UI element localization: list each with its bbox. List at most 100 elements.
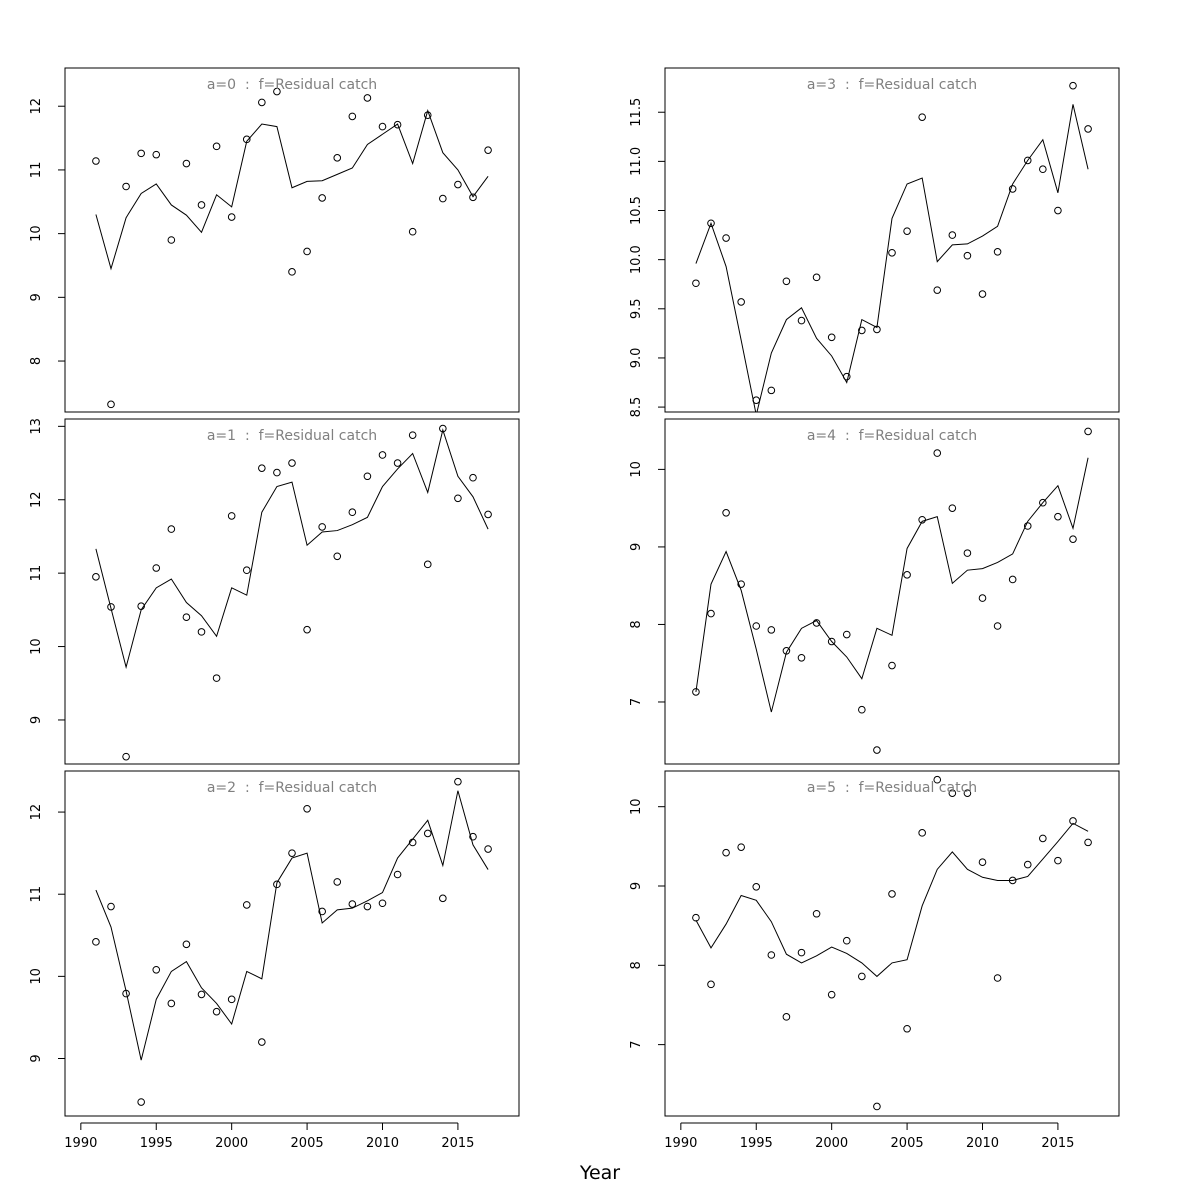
observed-point (873, 746, 881, 754)
observed-point (692, 279, 700, 288)
observed-point (963, 251, 972, 260)
observed-point (782, 1013, 791, 1021)
y-tick-label: 12 (29, 491, 44, 508)
observed-point (888, 890, 896, 898)
observed-point (333, 878, 342, 886)
panel-frame (664, 418, 1120, 765)
observed-point (137, 1098, 145, 1106)
observed-point (1069, 817, 1077, 825)
panel-marks (92, 777, 492, 1106)
observed-point (423, 829, 432, 838)
observed-point (993, 974, 1002, 982)
y-tick-label: 10 (629, 798, 644, 815)
observed-point (182, 613, 191, 621)
observed-point (812, 619, 821, 627)
observed-point (122, 752, 130, 761)
observed-point (933, 286, 942, 294)
observed-point (273, 468, 281, 477)
observed-point (858, 705, 866, 714)
observed-point (242, 901, 251, 909)
observed-point (737, 843, 745, 851)
observed-point (752, 396, 761, 405)
y-tick-label: 8 (629, 961, 644, 969)
observed-point (408, 227, 417, 236)
y-tick-label: 8 (29, 357, 44, 365)
observed-point (273, 880, 281, 889)
observed-point (333, 552, 342, 561)
x-axis-label: Year (579, 1162, 620, 1184)
panel-title: a=3 : f=Residual catch (807, 77, 977, 93)
observed-point (1069, 535, 1077, 543)
y-tick-label: 11 (29, 565, 44, 582)
observed-point (288, 849, 296, 857)
observed-point (767, 386, 776, 395)
observed-point (797, 653, 806, 662)
observed-point (258, 98, 266, 107)
observed-point (152, 150, 161, 159)
x-tick-label: 2015 (441, 1136, 474, 1151)
observed-point (303, 247, 311, 256)
panel-3: 8.5 9.0 9.5 10.0 10.5 11.0 11.5 a=3 : f=Residua… (629, 67, 1120, 418)
observed-point (197, 628, 206, 636)
y-tick-label: 10 (29, 968, 44, 985)
observed-point (993, 247, 1002, 256)
observed-point (333, 154, 342, 162)
observed-point (933, 449, 942, 457)
observed-point (469, 832, 477, 841)
observed-point (122, 989, 130, 998)
observed-point (752, 882, 761, 891)
observed-point (107, 902, 115, 911)
observed-point (227, 213, 236, 221)
observed-point (842, 372, 851, 381)
observed-point (1023, 860, 1032, 869)
fitted-line (95, 790, 489, 1061)
observed-point (1008, 876, 1017, 885)
y-tick-label: 9 (629, 543, 644, 551)
observed-point (469, 193, 477, 202)
observed-point (858, 326, 866, 335)
panel-marks (692, 427, 1092, 754)
y-tick-label: 9.0 (629, 348, 644, 369)
observed-point (408, 431, 417, 439)
panel-title: a=0 : f=Residual catch (207, 77, 377, 93)
x-tick-label: 1990 (64, 1136, 97, 1151)
y-tick-label: 8.5 (629, 397, 644, 418)
observed-point (692, 913, 700, 922)
observed-point (348, 508, 357, 517)
fitted-line (695, 457, 1089, 713)
y-tick-label: 7 (629, 1040, 644, 1048)
x-tick-label: 2010 (966, 1136, 999, 1151)
observed-point (782, 277, 791, 286)
observed-point (348, 112, 357, 121)
observed-point (842, 936, 851, 945)
observed-point (1069, 81, 1077, 90)
y-tick-label: 11 (29, 886, 44, 903)
observed-point (918, 829, 926, 837)
observed-point (152, 564, 161, 572)
observed-point (227, 512, 236, 520)
panel-frame (64, 418, 520, 765)
observed-point (318, 523, 326, 531)
observed-point (439, 894, 447, 903)
panel-title: a=2 : f=Residual catch (207, 780, 377, 796)
observed-point (933, 775, 942, 784)
observed-point (752, 622, 761, 630)
fitted-line (695, 104, 1089, 412)
y-tick-label: 11 (29, 162, 44, 179)
panel-marks (692, 81, 1092, 412)
observed-point (1039, 165, 1047, 174)
observed-point (182, 159, 191, 168)
panel-1: 9 10 11 12 13 a=1 : f=Residual catch (29, 418, 520, 765)
observed-point (393, 870, 402, 879)
observed-point (363, 902, 372, 911)
y-tick-label: 12 (29, 98, 44, 115)
observed-point (948, 504, 957, 512)
observed-point (858, 972, 866, 981)
panel-marks (692, 775, 1092, 1111)
y-tick-label: 9 (29, 293, 44, 301)
observed-point (122, 182, 130, 191)
x-tick-label: 2005 (891, 1136, 924, 1151)
y-tick-label: 10.0 (629, 245, 644, 274)
observed-point (737, 580, 745, 588)
